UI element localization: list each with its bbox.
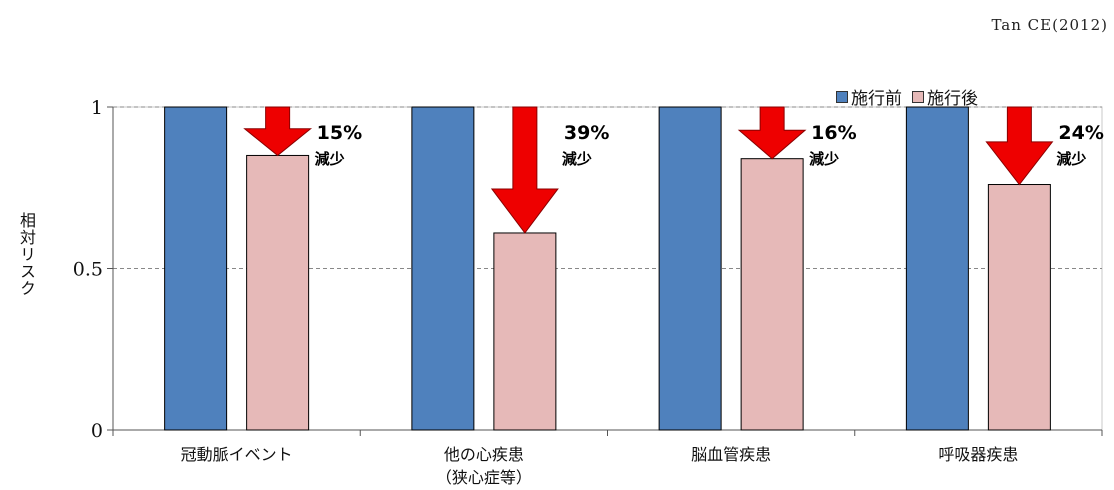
legend-item-after: 施行後 — [912, 84, 978, 109]
x-tick-label: 冠動脈イベント — [181, 445, 293, 464]
reduction-percent: 39% — [564, 122, 609, 144]
bar-after — [740, 158, 804, 431]
reduction-percent: 15% — [317, 122, 362, 144]
x-tick-label: 脳血管疾患 — [691, 445, 771, 464]
x-tick-label: 他の心疾患 — [444, 445, 524, 464]
reduction-text: 減少 — [809, 150, 839, 168]
bar-before — [411, 106, 475, 431]
reduction-percent: 24% — [1058, 122, 1103, 144]
reduction-arrow — [243, 106, 313, 157]
reduction-percent: 16% — [811, 122, 856, 144]
reduction-arrow — [985, 106, 1054, 186]
citation: Tan CE(2012) — [991, 16, 1108, 34]
legend-swatch-after — [912, 90, 924, 103]
reduction-text: 減少 — [1056, 150, 1086, 168]
bar-after — [987, 184, 1051, 431]
bar-before — [905, 106, 969, 431]
reduction-text: 減少 — [315, 150, 345, 168]
bar-before — [164, 106, 228, 431]
bar-before — [658, 106, 722, 431]
legend: 施行前 施行後 — [836, 84, 978, 109]
y-tick-label: 1 — [91, 97, 103, 119]
reduction-arrow — [737, 106, 807, 160]
bar-after — [246, 154, 310, 431]
legend-swatch-before — [836, 90, 848, 103]
y-tick-label: 0.5 — [73, 259, 103, 281]
x-tick-label: 呼吸器疾患 — [938, 445, 1018, 464]
legend-item-before: 施行前 — [836, 84, 902, 109]
x-tick-sublabel: （狭心症等） — [436, 468, 532, 487]
legend-label-before: 施行前 — [851, 89, 902, 109]
bar-after — [493, 232, 557, 431]
reduction-arrow — [490, 106, 559, 234]
reduction-text: 減少 — [562, 150, 592, 168]
y-tick-label: 0 — [91, 420, 103, 442]
y-axis-label: 相対リスク — [17, 212, 36, 297]
legend-label-after: 施行後 — [927, 89, 978, 109]
